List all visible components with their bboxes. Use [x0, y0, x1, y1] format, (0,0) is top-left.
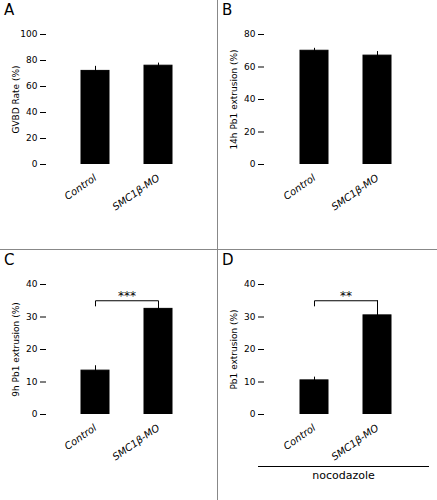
svg-text:60: 60 — [244, 62, 256, 72]
html-text:D: D — [222, 251, 234, 269]
svg-text:SMC1β-MO: SMC1β-MO — [110, 172, 161, 213]
html-text:A: A — [4, 1, 15, 19]
svg-text:40: 40 — [244, 94, 256, 104]
svg-text:80: 80 — [26, 55, 38, 65]
html-text:C: C — [4, 251, 15, 269]
svg-text:0: 0 — [250, 159, 256, 169]
svg-text:20: 20 — [244, 127, 256, 137]
html-text:nocodazole: nocodazole — [312, 469, 375, 482]
svg-text:0: 0 — [250, 409, 256, 419]
svg-text:20: 20 — [26, 344, 38, 354]
html-text:B: B — [222, 1, 233, 19]
svg-text:40: 40 — [244, 279, 256, 289]
svg-text:***: *** — [118, 289, 136, 303]
svg-text:30: 30 — [26, 312, 38, 322]
svg-text:GVBD Rate (%): GVBD Rate (%) — [11, 65, 21, 133]
svg-text:20: 20 — [244, 344, 256, 354]
svg-text:SMC1β-MO: SMC1β-MO — [329, 172, 380, 213]
svg-text:0: 0 — [32, 159, 38, 169]
svg-text:10: 10 — [26, 377, 38, 387]
svg-text:Pb1 extrusion (%): Pb1 extrusion (%) — [229, 309, 239, 389]
svg-text:80: 80 — [244, 29, 256, 39]
svg-text:9h Pb1 extrusion (%): 9h Pb1 extrusion (%) — [11, 302, 21, 397]
svg-text:40: 40 — [26, 279, 38, 289]
svg-text:SMC1β-MO: SMC1β-MO — [110, 422, 161, 463]
svg-text:14h Pb1 extrusion (%): 14h Pb1 extrusion (%) — [229, 49, 239, 149]
svg-text:SMC1β-MO: SMC1β-MO — [329, 422, 380, 463]
svg-text:Control: Control — [281, 422, 317, 452]
svg-text:30: 30 — [244, 312, 256, 322]
svg-text:Control: Control — [281, 172, 317, 202]
svg-text:40: 40 — [26, 107, 38, 117]
svg-text:Control: Control — [62, 172, 98, 202]
svg-text:100: 100 — [20, 29, 37, 39]
svg-text:10: 10 — [244, 377, 256, 387]
svg-text:**: ** — [340, 289, 352, 303]
svg-text:Control: Control — [62, 422, 98, 452]
svg-text:60: 60 — [26, 81, 38, 91]
svg-text:20: 20 — [26, 133, 38, 143]
svg-text:0: 0 — [32, 409, 38, 419]
